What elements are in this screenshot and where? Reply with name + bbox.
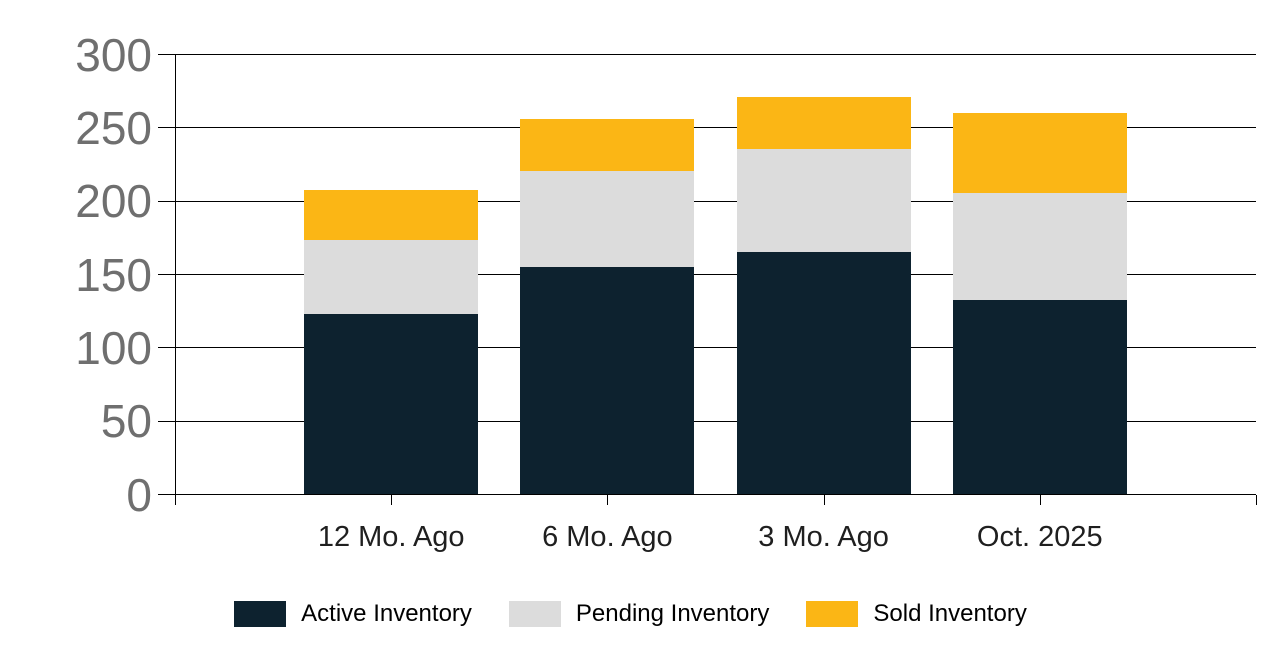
x-axis-category-label: Oct. 2025 <box>976 521 1103 553</box>
legend-label: Active Inventory <box>301 600 472 627</box>
bar-segment-pending-inventory-12-mo-ago <box>304 240 479 314</box>
x-axis-tick <box>1039 495 1041 505</box>
y-axis-tick-label: 300 <box>75 28 152 81</box>
bar-segment-active-inventory-oct-2025 <box>952 300 1127 494</box>
bar-segment-pending-inventory-oct-2025 <box>952 193 1127 301</box>
x-axis-tick <box>391 495 393 505</box>
bar-segment-sold-inventory-3-mo-ago <box>736 96 911 150</box>
y-axis-tick-label: 250 <box>75 101 152 154</box>
gridline-y-50 <box>158 420 1256 422</box>
y-axis-line <box>175 54 176 504</box>
legend-item-sold-inventory: Sold Inventory <box>806 600 1027 628</box>
bar-segment-sold-inventory-6-mo-ago <box>520 118 695 172</box>
gridline-y-200 <box>158 200 1256 202</box>
bar-segment-sold-inventory-oct-2025 <box>952 112 1127 194</box>
x-axis-tick <box>607 495 609 505</box>
legend: Active Inventory Pending Inventory Sold In… <box>0 598 1261 630</box>
bar-segment-active-inventory-3-mo-ago <box>736 252 911 494</box>
x-axis-tick <box>175 495 176 505</box>
x-axis-tick <box>823 495 825 505</box>
legend-label: Pending Inventory <box>575 600 770 627</box>
gridline-y-0 <box>158 494 1256 495</box>
y-axis-tick-label: 150 <box>75 248 152 301</box>
y-axis-tick-label: 0 <box>126 468 152 521</box>
x-axis-category-label: 6 Mo. Ago <box>542 521 673 553</box>
bar-segment-active-inventory-6-mo-ago <box>520 266 695 494</box>
gridline-y-100 <box>158 347 1256 349</box>
bar-segment-pending-inventory-6-mo-ago <box>520 171 695 267</box>
legend-label: Sold Inventory <box>873 600 1027 627</box>
y-axis-tick-label: 200 <box>75 175 152 228</box>
x-axis-category-label: 12 Mo. Ago <box>317 521 465 553</box>
y-axis-tick-label: 50 <box>100 395 152 448</box>
x-axis-tick <box>1256 495 1257 505</box>
legend-item-pending-inventory: Pending Inventory <box>508 600 770 628</box>
bar-segment-active-inventory-12-mo-ago <box>304 313 479 494</box>
bar-segment-sold-inventory-12-mo-ago <box>304 190 479 241</box>
x-axis-category-label: 3 Mo. Ago <box>758 521 889 553</box>
gridline-y-150 <box>158 274 1256 275</box>
legend-swatch-sold-inventory <box>806 601 859 627</box>
bar-segment-pending-inventory-3-mo-ago <box>736 149 911 252</box>
gridline-y-250 <box>158 127 1256 129</box>
y-axis-tick-label: 100 <box>75 321 152 374</box>
legend-swatch-active-inventory <box>234 601 287 627</box>
gridline-y-300 <box>158 54 1256 55</box>
legend-swatch-pending-inventory <box>508 601 561 627</box>
legend-item-active-inventory: Active Inventory <box>234 600 472 628</box>
